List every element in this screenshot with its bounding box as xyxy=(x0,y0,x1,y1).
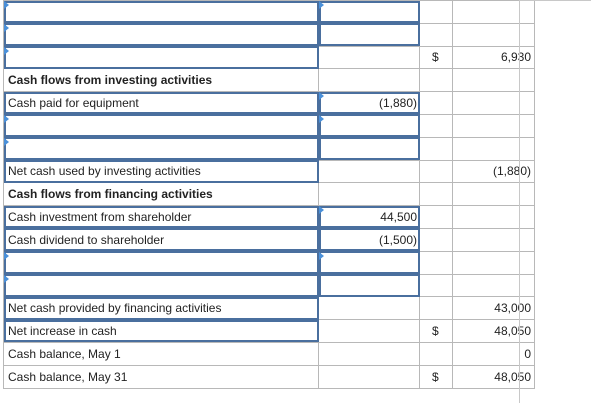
label-input-6[interactable] xyxy=(3,113,319,138)
net-increase-total: 48,050 xyxy=(452,319,535,343)
total-cell xyxy=(452,68,535,93)
table-row xyxy=(3,273,535,298)
amount-cell xyxy=(318,341,420,366)
label-input-3[interactable] xyxy=(3,45,319,70)
table-row xyxy=(3,0,535,24)
total-cell xyxy=(452,182,535,207)
table-row: Cash dividend to shareholder (1,500) xyxy=(3,227,535,252)
dollar-cell xyxy=(419,250,453,275)
dollar-cell xyxy=(419,227,453,252)
table-row xyxy=(3,136,535,161)
total-cell xyxy=(452,91,535,115)
dollar-cell xyxy=(419,182,453,207)
net-financing-label[interactable]: Net cash provided by financing activitie… xyxy=(3,296,319,321)
investment-label[interactable]: Cash investment from shareholder xyxy=(3,205,319,229)
net-increase-label[interactable]: Net increase in cash xyxy=(3,319,319,343)
amount-cell xyxy=(318,68,420,93)
label-input-7[interactable] xyxy=(3,136,319,161)
amount-input-12[interactable] xyxy=(318,250,420,275)
amount-cell xyxy=(318,296,420,321)
amount-cell xyxy=(318,182,420,207)
balance-may31-label: Cash balance, May 31 xyxy=(3,364,319,389)
dollar-cell xyxy=(419,136,453,161)
dollar-cell xyxy=(419,0,453,24)
amount-cell xyxy=(318,45,420,70)
table-row: Cash flows from investing activities xyxy=(3,68,535,93)
table-row: Cash flows from financing activities xyxy=(3,182,535,207)
total-cell xyxy=(452,273,535,298)
top-gridline xyxy=(520,0,591,1)
dollar-cell xyxy=(419,91,453,115)
dividend-label[interactable]: Cash dividend to shareholder xyxy=(3,227,319,252)
dollar-cell xyxy=(419,68,453,93)
table-row: Cash balance, May 31 $ 48,050 xyxy=(3,364,535,389)
amount-input-13[interactable] xyxy=(318,273,420,298)
financing-header: Cash flows from financing activities xyxy=(3,182,319,207)
dollar-cell xyxy=(419,341,453,366)
table-row xyxy=(3,22,535,47)
label-input-1[interactable] xyxy=(3,0,319,24)
net-financing-total: 43,000 xyxy=(452,296,535,321)
dollar-sign: $ xyxy=(419,319,453,343)
cash-paid-equipment-label[interactable]: Cash paid for equipment xyxy=(3,91,319,115)
table-row: $ 6,930 xyxy=(3,45,535,70)
total-cell xyxy=(452,227,535,252)
amount-input-7[interactable] xyxy=(318,136,420,161)
label-input-13[interactable] xyxy=(3,273,319,298)
total-cell xyxy=(452,22,535,47)
dollar-cell xyxy=(419,22,453,47)
label-input-2[interactable] xyxy=(3,22,319,47)
dollar-cell xyxy=(419,273,453,298)
investing-header: Cash flows from investing activities xyxy=(3,68,319,93)
total-value: 6,930 xyxy=(452,45,535,70)
total-cell xyxy=(452,0,535,24)
amount-input-1[interactable] xyxy=(318,0,420,24)
amount-cell xyxy=(318,319,420,343)
column-divider xyxy=(519,0,520,403)
dollar-sign: $ xyxy=(419,364,453,389)
net-investing-total: (1,880) xyxy=(452,159,535,184)
table-row: Cash investment from shareholder 44,500 xyxy=(3,205,535,229)
total-cell xyxy=(452,205,535,229)
label-input-12[interactable] xyxy=(3,250,319,275)
balance-may31-total: 48,050 xyxy=(452,364,535,389)
table-row: Net increase in cash $ 48,050 xyxy=(3,319,535,343)
table-row: Net cash provided by financing activitie… xyxy=(3,296,535,321)
dollar-cell xyxy=(419,205,453,229)
balance-may1-total: 0 xyxy=(452,341,535,366)
table-row: Net cash used by investing activities (1… xyxy=(3,159,535,184)
amount-input-6[interactable] xyxy=(318,113,420,138)
amount-cell xyxy=(318,159,420,184)
total-cell xyxy=(452,250,535,275)
dollar-sign: $ xyxy=(419,45,453,70)
amount-input-2[interactable] xyxy=(318,22,420,47)
dollar-cell xyxy=(419,296,453,321)
table-row xyxy=(3,250,535,275)
table-row: Cash balance, May 1 0 xyxy=(3,341,535,366)
dividend-amount[interactable]: (1,500) xyxy=(318,227,420,252)
table-row xyxy=(3,113,535,138)
investment-amount[interactable]: 44,500 xyxy=(318,205,420,229)
net-investing-label[interactable]: Net cash used by investing activities xyxy=(3,159,319,184)
cash-flow-worksheet: $ 6,930 Cash flows from investing activi… xyxy=(3,0,535,389)
dollar-cell xyxy=(419,159,453,184)
balance-may1-label: Cash balance, May 1 xyxy=(3,341,319,366)
cash-paid-equipment-amount[interactable]: (1,880) xyxy=(318,91,420,115)
amount-cell xyxy=(318,364,420,389)
total-cell xyxy=(452,136,535,161)
total-cell xyxy=(452,113,535,138)
dollar-cell xyxy=(419,113,453,138)
table-row: Cash paid for equipment (1,880) xyxy=(3,91,535,115)
